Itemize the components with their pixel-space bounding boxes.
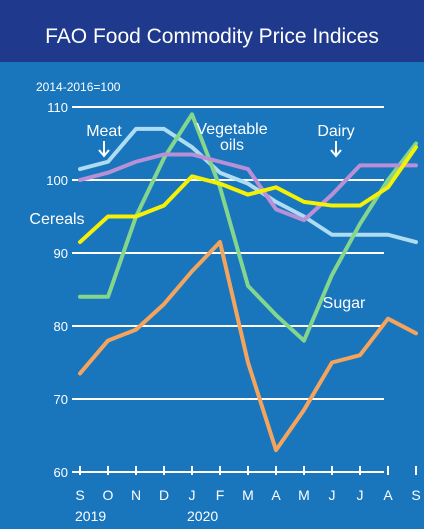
series-layer: [78, 112, 418, 453]
gridlines: [72, 106, 384, 400]
x-tick-label: J: [329, 487, 336, 503]
chart-title: FAO Food Commodity Price Indices: [45, 25, 379, 48]
base-note: 2014-2016=100: [36, 80, 121, 94]
x-tick-label: J: [357, 487, 364, 503]
x-axis: S O N D J F M A M J J A S 2019 2020: [72, 466, 421, 524]
x-tick-label: A: [383, 487, 393, 503]
plot-background: [0, 62, 424, 529]
year-label: 2020: [187, 508, 218, 524]
series-label-cereals: Cereals: [29, 211, 84, 228]
x-tick-label: S: [75, 487, 84, 503]
series-label-sugar: Sugar: [323, 295, 366, 312]
y-tick-label: 60: [54, 465, 68, 480]
series-line-dairy: [78, 152, 418, 223]
x-tick-label: J: [189, 487, 196, 503]
dairy-label-arrow: [330, 141, 342, 158]
x-tick-label: O: [103, 487, 114, 503]
meat-label-arrow: [98, 141, 110, 158]
series-label-dairy: Dairy: [317, 123, 354, 140]
y-tick-label: 70: [54, 392, 68, 407]
x-tick-label: D: [159, 487, 169, 503]
series-line-meat: [78, 126, 418, 245]
series-labels: Meat Vegetable oils Dairy Cereals Sugar: [29, 121, 366, 312]
y-tick-label: 80: [54, 319, 68, 334]
x-tick-label: A: [271, 487, 281, 503]
x-tick-label: M: [298, 487, 310, 503]
chart-header-background: [0, 0, 424, 62]
series-line-cereals: [78, 145, 418, 245]
series-label-vegetable-oils-line1: Vegetable: [196, 121, 267, 138]
y-tick-label: 90: [54, 246, 68, 261]
x-tick-label: N: [131, 487, 141, 503]
year-label: 2019: [75, 508, 106, 524]
y-axis: 60 70 80 90 100 110: [46, 100, 68, 480]
series-line-sugar: [78, 240, 418, 453]
x-tick-label: F: [216, 487, 225, 503]
y-tick-label: 100: [46, 173, 68, 188]
series-label-vegetable-oils-line2: oils: [220, 137, 244, 154]
x-tick-label: M: [242, 487, 254, 503]
x-tick-label: S: [411, 487, 420, 503]
y-tick-label: 110: [47, 100, 68, 115]
series-label-meat: Meat: [86, 123, 122, 140]
